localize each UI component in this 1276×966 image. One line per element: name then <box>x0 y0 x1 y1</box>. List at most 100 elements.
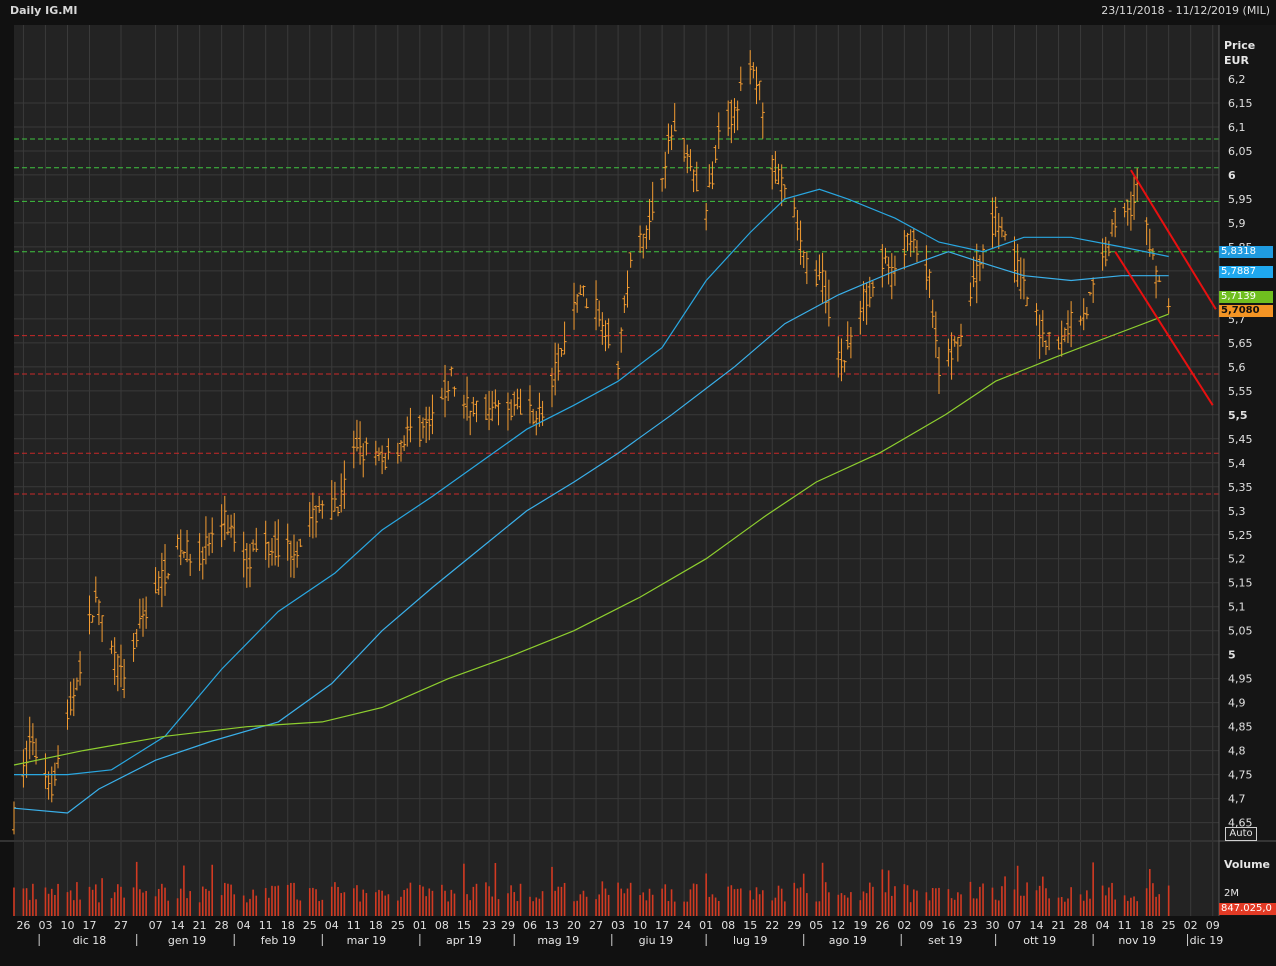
volume-bar <box>727 886 729 916</box>
volume-bar <box>1019 895 1022 916</box>
volume-bar <box>205 888 207 916</box>
volume-bar <box>1104 895 1107 916</box>
volume-bar <box>551 866 553 916</box>
volume-bar <box>179 888 182 916</box>
date-tick-label: 26 <box>16 919 30 932</box>
volume-bar <box>72 900 75 916</box>
date-tick-label: 01 <box>699 919 713 932</box>
volume-bar <box>598 894 600 916</box>
volume-bar <box>44 887 47 916</box>
volume-bar <box>673 901 676 916</box>
volume-bar <box>198 902 201 916</box>
volume-bar <box>249 898 251 916</box>
volume-bar <box>201 886 204 916</box>
volume-bar <box>352 888 355 916</box>
volume-bar <box>57 883 59 916</box>
volume-bar <box>991 887 994 916</box>
volume-bar <box>913 889 915 916</box>
volume-bar <box>573 901 575 916</box>
volume-bar <box>1123 895 1126 916</box>
volume-bar <box>441 884 443 916</box>
volume-bar <box>884 892 887 916</box>
date-tick-label: 03 <box>38 919 52 932</box>
volume-bar <box>431 890 434 916</box>
moving-average-line <box>13 313 1169 766</box>
date-tick-label: 04 <box>325 919 339 932</box>
volume-bar <box>381 890 383 916</box>
volume-bar <box>667 901 670 916</box>
volume-bar <box>356 885 358 916</box>
price-tick-label: 5,45 <box>1228 433 1253 446</box>
volume-bar <box>208 890 210 916</box>
volume-bar <box>139 889 141 916</box>
volume-bar <box>176 898 179 916</box>
volume-bar <box>79 899 81 916</box>
volume-bar <box>271 885 273 916</box>
volume-bar <box>167 900 169 916</box>
volume-bar <box>135 861 138 916</box>
volume-bar <box>843 895 846 916</box>
volume-bar <box>91 889 94 916</box>
volume-bar <box>50 888 53 916</box>
volume-bar <box>403 890 405 916</box>
volume-bar <box>846 897 849 916</box>
volume-bar <box>145 890 147 916</box>
volume-bar <box>629 882 632 916</box>
volume-bar <box>960 894 962 916</box>
ma-short-value-badge: 5,8318 <box>1219 246 1273 258</box>
volume-bar <box>330 886 333 916</box>
volume-bar <box>47 893 50 916</box>
price-tick-label: 5,2 <box>1228 553 1246 566</box>
volume-bar <box>466 894 468 916</box>
volume-bar <box>516 901 519 916</box>
volume-bar <box>321 899 324 916</box>
volume-bar <box>359 901 361 916</box>
volume-bar <box>315 889 317 916</box>
price-tick-label: 6,05 <box>1228 145 1253 158</box>
volume-bar <box>186 898 188 916</box>
trendline <box>1114 251 1214 406</box>
date-tick-label: 17 <box>83 919 97 932</box>
volume-bar <box>683 901 685 916</box>
volume-bar <box>1101 885 1104 916</box>
volume-bar <box>1148 868 1151 916</box>
volume-bar <box>1026 882 1028 916</box>
volume-bar <box>277 885 280 916</box>
volume-bar <box>1126 900 1129 916</box>
volume-bar <box>894 886 896 916</box>
volume-bar <box>931 888 934 916</box>
price-tick-label: 5,55 <box>1228 385 1253 398</box>
volume-bar <box>110 898 113 916</box>
volume-bar <box>400 896 402 916</box>
price-tick-label: 5,05 <box>1228 625 1253 638</box>
price-axis-unit: EUR <box>1224 54 1249 67</box>
volume-bar <box>1082 900 1085 916</box>
volume-bar <box>246 902 248 916</box>
volume-bar <box>453 893 456 916</box>
volume-bar <box>1086 890 1088 916</box>
volume-bar <box>1042 876 1044 916</box>
date-tick-label: 05 <box>809 919 823 932</box>
volume-bar <box>472 886 475 916</box>
volume-bar <box>132 887 135 916</box>
date-tick-label: 29 <box>501 919 515 932</box>
volume-bar <box>378 889 380 916</box>
date-tick-label: 25 <box>303 919 317 932</box>
volume-bar <box>69 890 72 916</box>
month-label: gen 19 <box>168 934 206 947</box>
volume-bar <box>711 894 714 916</box>
volume-bar <box>444 890 446 916</box>
auto-scale-button[interactable]: Auto <box>1225 827 1257 841</box>
volume-bar <box>576 900 578 916</box>
volume-bar <box>66 892 69 916</box>
volume-bar <box>274 886 276 916</box>
volume-bar <box>755 887 758 916</box>
volume-bar <box>157 888 160 916</box>
volume-bar <box>607 894 610 916</box>
volume-bar <box>529 896 531 916</box>
volume-bar <box>784 901 786 916</box>
date-tick-label: 28 <box>215 919 229 932</box>
volume-bar <box>661 888 663 916</box>
